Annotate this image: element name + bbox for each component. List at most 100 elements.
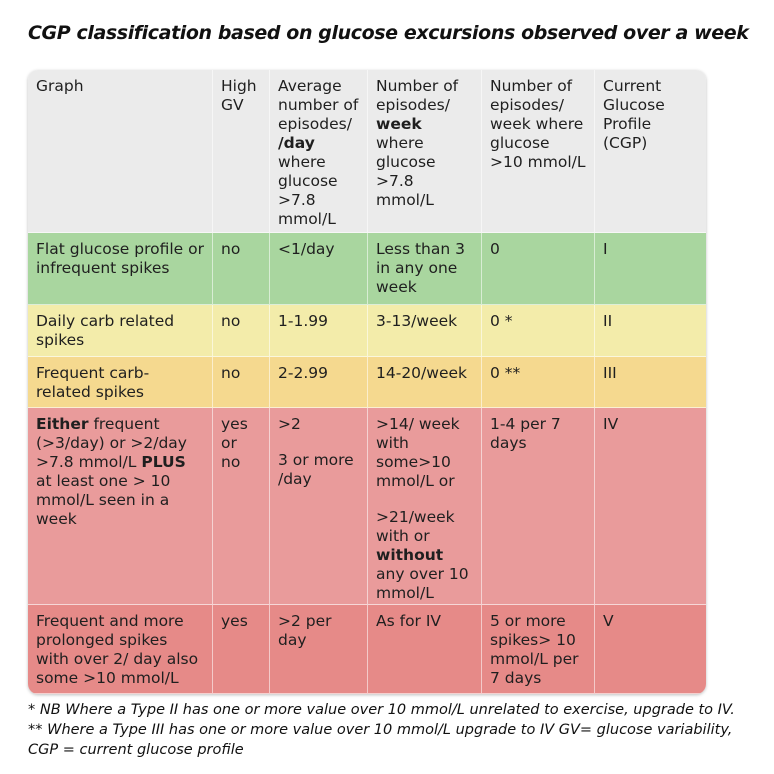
cell-episodes-per-week-7-8: >14/ week with some>10 mmol/L or >21/week…: [368, 408, 482, 605]
cell-text: 1-1.99: [278, 312, 328, 330]
cell-text: II: [603, 312, 613, 330]
cell-paragraph: IV: [603, 415, 698, 434]
cell-text: yes or no: [221, 415, 248, 471]
cell-text: IV: [603, 415, 619, 433]
cell-paragraph: Graph: [36, 77, 204, 96]
cell-paragraph: 5 or more spikes> 10 mmol/L per 7 days: [490, 612, 586, 688]
cell-text: 5 or more spikes> 10 mmol/L per 7 days: [490, 612, 579, 687]
cell-text: no: [221, 364, 241, 382]
footnote: * NB Where a Type II has one or more val…: [28, 702, 735, 758]
cell-paragraph: Current Glucose Profile (CGP): [603, 77, 698, 153]
cell-paragraph: Average number of episodes/ /day where g…: [278, 77, 359, 229]
cell-paragraph: Less than 3 in any one week: [376, 240, 473, 297]
cell-paragraph: I: [603, 240, 698, 259]
cell-text: >14/ week with some>10 mmol/L or: [376, 415, 460, 490]
cell-episodes-per-day: <1/day: [270, 233, 368, 305]
cell-text: As for IV: [376, 612, 442, 630]
cell-episodes-per-week-7-8: 3-13/week: [368, 305, 482, 357]
cell-text: 14-20/week: [376, 364, 467, 382]
cell-text: 0: [490, 240, 500, 258]
cell-paragraph: >2: [278, 415, 359, 434]
cell-text: >2: [278, 415, 301, 433]
cell-paragraph: yes: [221, 612, 261, 631]
header-cell-cgp: Current Glucose Profile (CGP): [595, 70, 706, 233]
cell-text: 3-13/week: [376, 312, 458, 330]
cell-paragraph: Either frequent (>3/day) or >2/day >7.8 …: [36, 415, 204, 529]
cell-paragraph: Number of episodes/ week where glucose >…: [490, 77, 586, 172]
cell-high-gv: no: [213, 305, 270, 357]
cell-text: 1-4 per 7 days: [490, 415, 561, 452]
cell-cgp: II: [595, 305, 706, 357]
cell-graph: Either frequent (>3/day) or >2/day >7.8 …: [28, 408, 213, 605]
cell-paragraph: no: [221, 240, 261, 259]
cell-paragraph: Daily carb related spikes: [36, 312, 204, 350]
cell-text: Daily carb related spikes: [36, 312, 175, 349]
cell-text: 0 **: [490, 364, 521, 382]
cell-paragraph: 3-13/week: [376, 312, 473, 331]
cell-paragraph: 0 **: [490, 364, 586, 383]
cell-paragraph: Frequent carb-related spikes: [36, 364, 204, 402]
table-row-header: Graph High GV Average number of episodes/ …: [28, 70, 706, 233]
cell-high-gv: yes or no: [213, 408, 270, 605]
cell-text: Number of episodes/: [376, 77, 459, 114]
cell-text: V: [603, 612, 614, 630]
cell-text: Either: [36, 415, 89, 433]
cell-text: where glucose >7.8 mmol/L: [376, 134, 436, 209]
cell-text: 0 *: [490, 312, 513, 330]
cell-text: <1/day: [278, 240, 335, 258]
cell-graph: Daily carb related spikes: [28, 305, 213, 357]
cell-episodes-per-week-7-8: Less than 3 in any one week: [368, 233, 482, 305]
cell-text: yes: [221, 612, 248, 630]
cell-graph: Frequent carb-related spikes: [28, 357, 213, 408]
cell-episodes-per-week-10: 0 **: [482, 357, 595, 408]
cell-paragraph: 3 or more /day: [278, 451, 359, 489]
table-row-cgp-i: Flat glucose profile or infrequent spike…: [28, 233, 706, 305]
table-row-cgp-ii: Daily carb related spikes no 1-1.99 3-13/we…: [28, 305, 706, 357]
cell-cgp: V: [595, 605, 706, 694]
cell-episodes-per-day: >2 per day: [270, 605, 368, 694]
cell-episodes-per-week-10: 1-4 per 7 days: [482, 408, 595, 605]
cell-paragraph: no: [221, 364, 261, 383]
cell-paragraph: Frequent and more prolonged spikes with …: [36, 612, 204, 688]
cell-episodes-per-week-7-8: As for IV: [368, 605, 482, 694]
cell-text: where glucose >7.8 mmol/L: [278, 153, 338, 228]
table-row-cgp-iii: Frequent carb-related spikes no 2-2.99 14-2…: [28, 357, 706, 408]
cell-paragraph: >21/week with or without any over 10 mmo…: [376, 508, 473, 603]
cell-text: Frequent carb-related spikes: [36, 364, 150, 401]
header-cell-episodes-per-week-10: Number of episodes/ week where glucose >…: [482, 70, 595, 233]
cell-episodes-per-week-10: 0 *: [482, 305, 595, 357]
cell-paragraph: 0 *: [490, 312, 586, 331]
header-cell-episodes-per-week-7-8: Number of episodes/ week where glucose >…: [368, 70, 482, 233]
cell-paragraph: >14/ week with some>10 mmol/L or: [376, 415, 473, 491]
cell-paragraph: III: [603, 364, 698, 383]
header-cell-high-gv: High GV: [213, 70, 270, 233]
cgp-classification-table: Graph High GV Average number of episodes/ …: [28, 70, 706, 694]
cell-cgp: I: [595, 233, 706, 305]
cell-text: Average number of episodes/: [278, 77, 359, 133]
cell-paragraph: V: [603, 612, 698, 631]
cell-episodes-per-day: >2 3 or more /day: [270, 408, 368, 605]
cell-paragraph: Flat glucose profile or infrequent spike…: [36, 240, 204, 278]
cell-paragraph: >2 per day: [278, 612, 359, 650]
page-title: CGP classification based on glucose excu…: [28, 22, 749, 44]
cell-text: I: [603, 240, 608, 258]
cell-text: any over 10 mmol/L: [376, 565, 469, 602]
cell-text: at least one > 10 mmol/L seen in a week: [36, 472, 171, 528]
cell-text: 2-2.99: [278, 364, 328, 382]
cell-high-gv: yes: [213, 605, 270, 694]
cell-paragraph: <1/day: [278, 240, 359, 259]
table-row-cgp-v: Frequent and more prolonged spikes with …: [28, 605, 706, 694]
cell-text: Flat glucose profile or infrequent spike…: [36, 240, 204, 277]
cell-high-gv: no: [213, 357, 270, 408]
cell-text: PLUS: [141, 453, 186, 471]
cell-paragraph: 0: [490, 240, 586, 259]
cell-paragraph: II: [603, 312, 698, 331]
cell-text: Frequent and more prolonged spikes with …: [36, 612, 199, 687]
cell-paragraph: 2-2.99: [278, 364, 359, 383]
cell-episodes-per-week-7-8: 14-20/week: [368, 357, 482, 408]
cell-episodes-per-week-10: 5 or more spikes> 10 mmol/L per 7 days: [482, 605, 595, 694]
cell-cgp: III: [595, 357, 706, 408]
cell-text: 3 or more /day: [278, 451, 354, 488]
cell-text: Current Glucose Profile (CGP): [603, 77, 665, 152]
cell-text: no: [221, 312, 241, 330]
